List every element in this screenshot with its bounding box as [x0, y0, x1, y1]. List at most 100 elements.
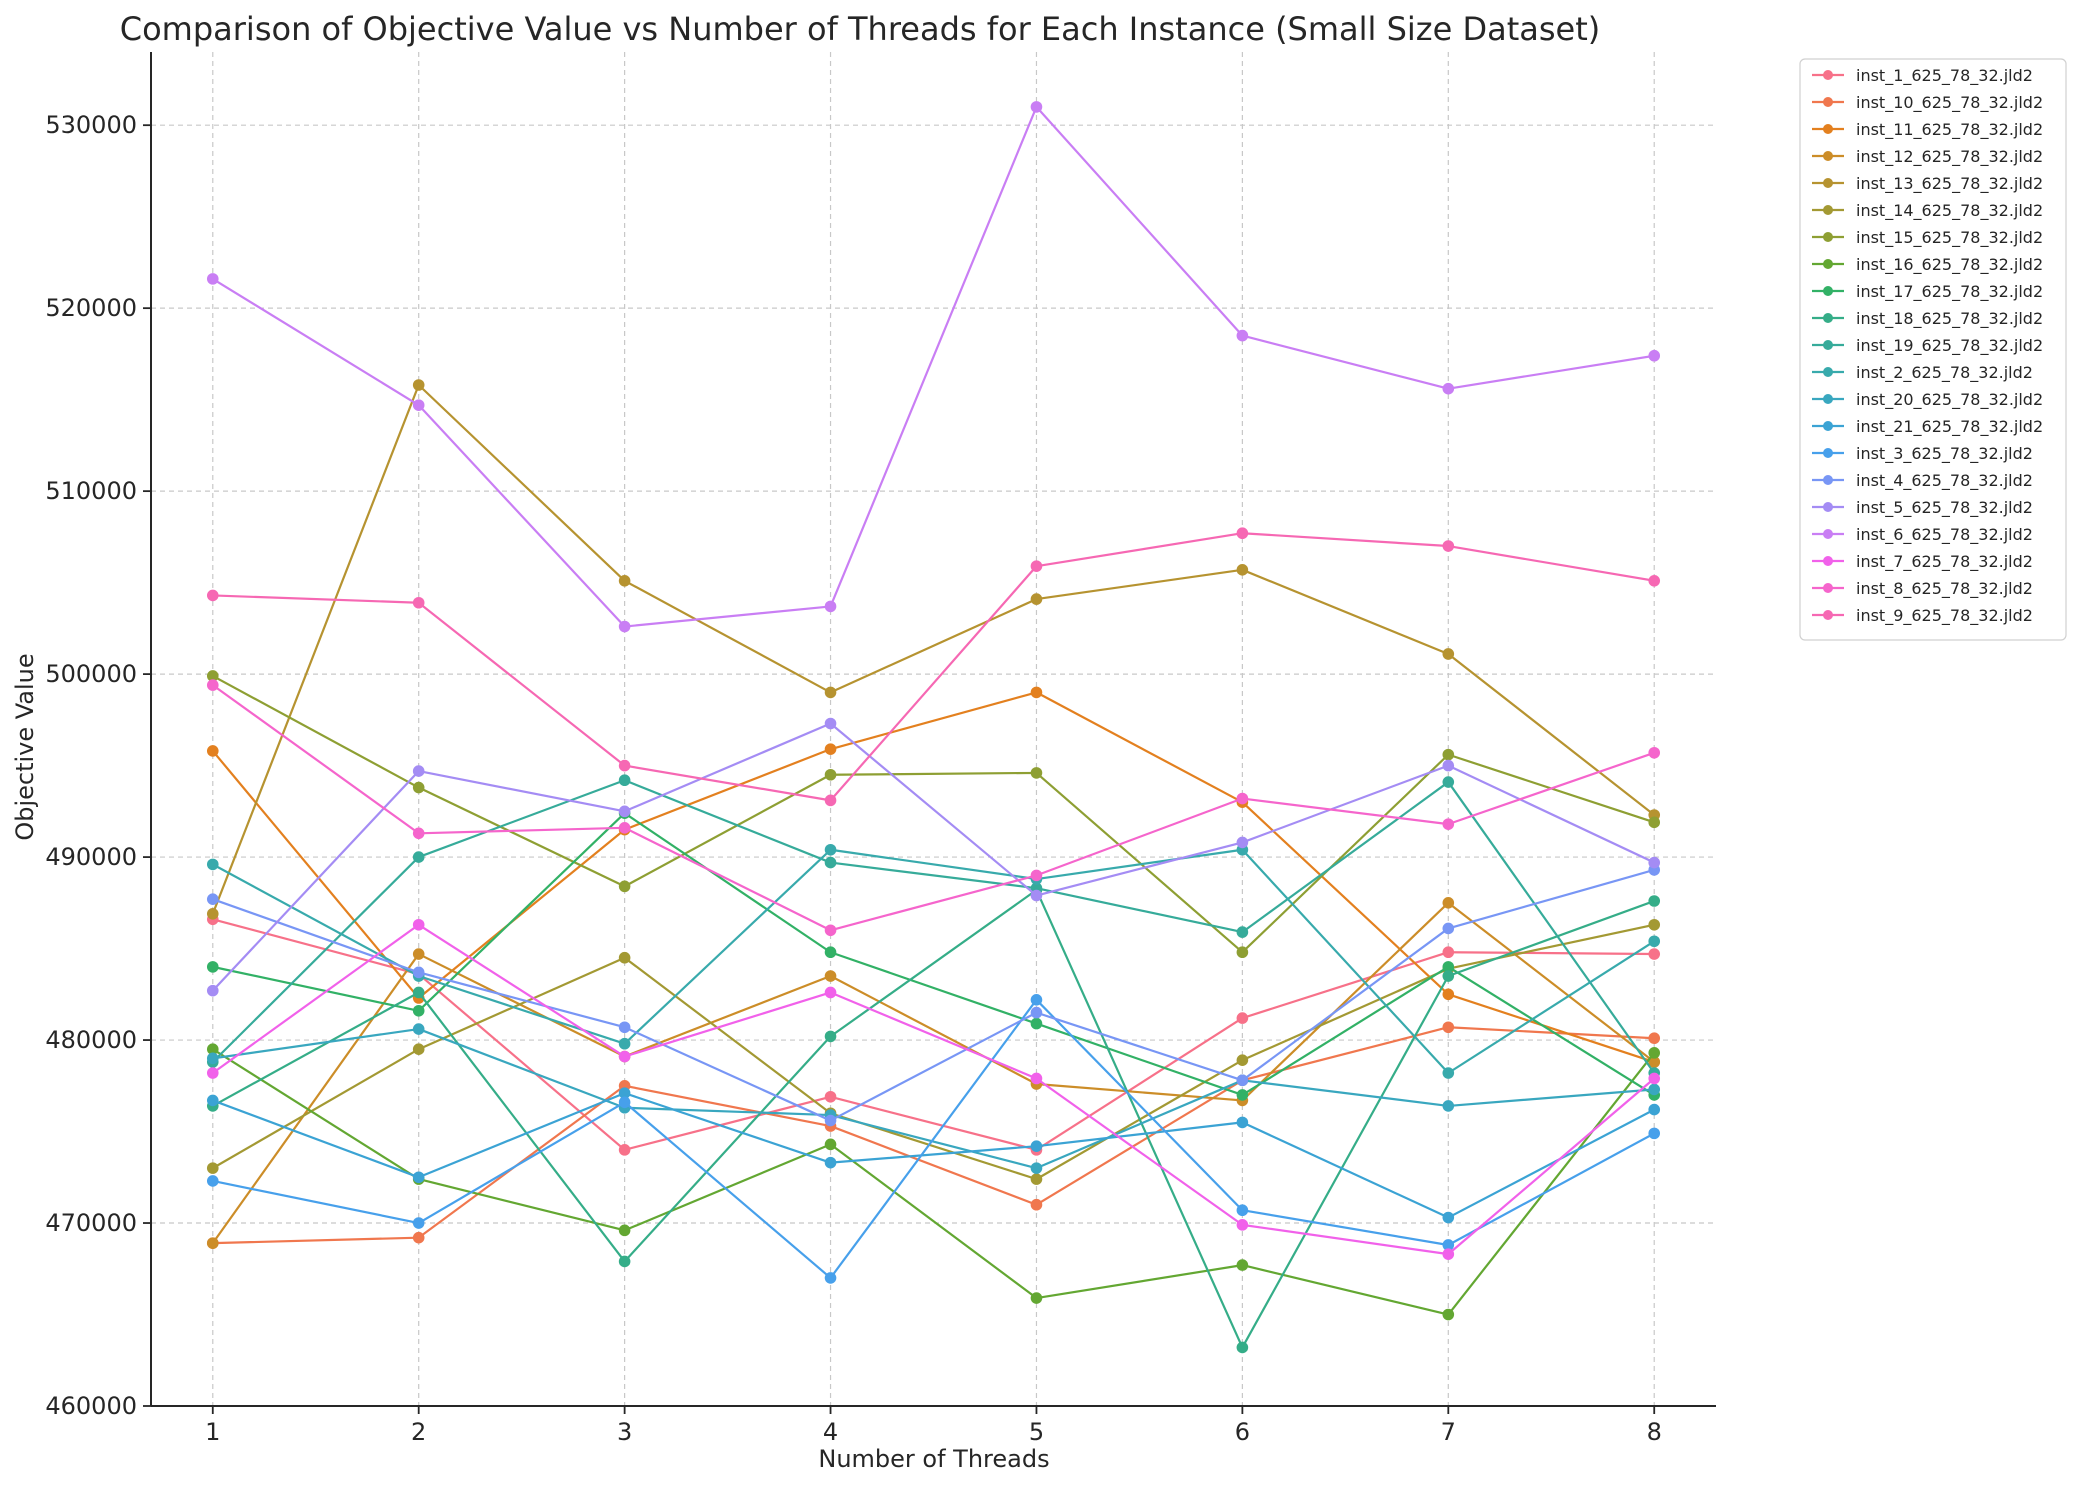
data-point-inst_17_625_78_32.jld2-4 [824, 946, 837, 959]
data-point-inst_16_625_78_32.jld2-3 [618, 1224, 631, 1237]
data-point-inst_19_625_78_32.jld2-3 [618, 774, 631, 787]
data-point-inst_14_625_78_32.jld2-1 [206, 1162, 219, 1174]
legend-label-inst_3_625_78_32.jld2: inst_3_625_78_32.jld2 [1856, 444, 2033, 464]
data-point-inst_9_625_78_32.jld2-2 [412, 596, 425, 609]
legend-marker-inst_5_625_78_32.jld2 [1823, 502, 1833, 512]
data-point-inst_11_625_78_32.jld2-5 [1030, 686, 1043, 699]
data-point-inst_6_625_78_32.jld2-3 [618, 620, 631, 633]
legend-label-inst_6_625_78_32.jld2: inst_6_625_78_32.jld2 [1856, 525, 2033, 545]
data-point-inst_21_625_78_32.jld2-1 [206, 1094, 219, 1107]
data-point-inst_8_625_78_32.jld2-4 [824, 924, 837, 937]
series-line-inst_12_625_78_32.jld2 [211, 901, 1656, 1245]
legend-label-inst_15_625_78_32.jld2: inst_15_625_78_32.jld2 [1856, 228, 2043, 248]
data-point-inst_16_625_78_32.jld2-8 [1648, 1047, 1661, 1059]
legend-marker-inst_9_625_78_32.jld2 [1823, 610, 1833, 620]
x-tick-label-5: 6 [1235, 1418, 1250, 1446]
data-point-inst_4_625_78_32.jld2-6 [1236, 1074, 1249, 1087]
data-point-inst_10_625_78_32.jld2-7 [1442, 1021, 1455, 1034]
data-point-inst_16_625_78_32.jld2-7 [1442, 1308, 1455, 1321]
legend-marker-inst_17_625_78_32.jld2 [1823, 286, 1833, 296]
legend-item-inst_2_625_78_32.jld2: inst_2_625_78_32.jld2 [1812, 363, 2033, 383]
data-point-inst_13_625_78_32.jld2-2 [412, 379, 425, 391]
legend-item-inst_9_625_78_32.jld2: inst_9_625_78_32.jld2 [1812, 606, 2033, 626]
data-point-inst_4_625_78_32.jld2-7 [1442, 922, 1455, 935]
data-point-inst_9_625_78_32.jld2-4 [824, 794, 837, 807]
legend-item-inst_18_625_78_32.jld2: inst_18_625_78_32.jld2 [1812, 309, 2043, 329]
legend-label-inst_16_625_78_32.jld2: inst_16_625_78_32.jld2 [1856, 255, 2043, 275]
data-point-inst_14_625_78_32.jld2-6 [1236, 1054, 1249, 1066]
legend-marker-inst_21_625_78_32.jld2 [1823, 421, 1833, 431]
legend-item-inst_8_625_78_32.jld2: inst_8_625_78_32.jld2 [1812, 579, 2033, 599]
series-line-inst_18_625_78_32.jld2 [211, 888, 1656, 1349]
legend-marker-inst_15_625_78_32.jld2 [1823, 232, 1833, 242]
data-point-inst_8_625_78_32.jld2-8 [1648, 746, 1661, 759]
legend-label-inst_12_625_78_32.jld2: inst_12_625_78_32.jld2 [1856, 147, 2043, 167]
data-point-inst_6_625_78_32.jld2-5 [1030, 101, 1043, 113]
data-series [206, 101, 1661, 1354]
data-point-inst_16_625_78_32.jld2-4 [824, 1138, 837, 1151]
data-point-inst_7_625_78_32.jld2-7 [1442, 1248, 1455, 1260]
series-inst_9_625_78_32.jld2 [206, 527, 1661, 807]
legend-marker-inst_14_625_78_32.jld2 [1823, 205, 1833, 215]
legend-marker-inst_18_625_78_32.jld2 [1823, 313, 1833, 323]
data-point-inst_14_625_78_32.jld2-5 [1030, 1173, 1043, 1185]
data-point-inst_21_625_78_32.jld2-4 [824, 1156, 837, 1169]
data-point-inst_16_625_78_32.jld2-5 [1030, 1292, 1043, 1304]
legend-label-inst_18_625_78_32.jld2: inst_18_625_78_32.jld2 [1856, 309, 2043, 329]
data-point-inst_9_625_78_32.jld2-3 [618, 759, 631, 772]
data-point-inst_4_625_78_32.jld2-5 [1030, 1006, 1043, 1019]
data-point-inst_13_625_78_32.jld2-3 [618, 574, 631, 587]
series-line-inst_4_625_78_32.jld2 [211, 868, 1656, 1122]
data-point-inst_13_625_78_32.jld2-5 [1030, 593, 1043, 605]
legend-item-inst_21_625_78_32.jld2: inst_21_625_78_32.jld2 [1812, 417, 2043, 437]
data-point-inst_4_625_78_32.jld2-4 [824, 1114, 837, 1127]
data-point-inst_14_625_78_32.jld2-2 [412, 1043, 425, 1056]
data-point-inst_17_625_78_32.jld2-1 [206, 961, 219, 973]
data-point-inst_8_625_78_32.jld2-6 [1236, 792, 1249, 805]
data-point-inst_1_625_78_32.jld2-8 [1648, 948, 1661, 960]
legend-label-inst_7_625_78_32.jld2: inst_7_625_78_32.jld2 [1856, 552, 2033, 572]
data-point-inst_5_625_78_32.jld2-2 [412, 765, 425, 777]
data-point-inst_17_625_78_32.jld2-2 [412, 1004, 425, 1017]
series-inst_15_625_78_32.jld2 [206, 670, 1661, 959]
series-inst_12_625_78_32.jld2 [206, 897, 1661, 1249]
series-line-inst_21_625_78_32.jld2 [211, 1092, 1656, 1219]
data-point-inst_16_625_78_32.jld2-6 [1236, 1259, 1249, 1271]
data-point-inst_21_625_78_32.jld2-8 [1648, 1103, 1661, 1116]
data-point-inst_1_625_78_32.jld2-7 [1442, 946, 1455, 959]
data-point-inst_17_625_78_32.jld2-7 [1442, 961, 1455, 973]
data-point-inst_7_625_78_32.jld2-4 [824, 986, 837, 999]
legend-marker-inst_1_625_78_32.jld2 [1823, 70, 1833, 80]
data-point-inst_18_625_78_32.jld2-4 [824, 1030, 837, 1043]
y-tick-label-3: 490000 [45, 843, 137, 871]
y-tick-label-6: 520000 [45, 294, 137, 322]
data-point-inst_5_625_78_32.jld2-6 [1236, 836, 1249, 849]
data-point-inst_13_625_78_32.jld2-4 [824, 686, 837, 699]
data-point-inst_17_625_78_32.jld2-5 [1030, 1017, 1043, 1030]
data-point-inst_3_625_78_32.jld2-1 [206, 1175, 219, 1187]
data-point-inst_8_625_78_32.jld2-7 [1442, 818, 1455, 830]
data-point-inst_15_625_78_32.jld2-7 [1442, 748, 1455, 761]
data-point-inst_18_625_78_32.jld2-6 [1236, 1341, 1249, 1354]
legend-label-inst_14_625_78_32.jld2: inst_14_625_78_32.jld2 [1856, 201, 2043, 221]
data-point-inst_13_625_78_32.jld2-6 [1236, 564, 1249, 576]
series-line-inst_17_625_78_32.jld2 [211, 812, 1656, 1097]
data-point-inst_12_625_78_32.jld2-8 [1648, 1056, 1661, 1068]
legend-marker-inst_8_625_78_32.jld2 [1823, 583, 1833, 593]
data-point-inst_3_625_78_32.jld2-7 [1442, 1239, 1455, 1251]
data-point-inst_19_625_78_32.jld2-6 [1236, 926, 1249, 938]
x-tick-label-3: 4 [823, 1418, 838, 1446]
legend-item-inst_12_625_78_32.jld2: inst_12_625_78_32.jld2 [1812, 147, 2043, 167]
series-inst_7_625_78_32.jld2 [206, 918, 1661, 1260]
x-tick-label-6: 7 [1441, 1418, 1456, 1446]
chart-title: Comparison of Objective Value vs Number … [120, 10, 1601, 48]
series-inst_4_625_78_32.jld2 [206, 864, 1661, 1127]
legend-item-inst_13_625_78_32.jld2: inst_13_625_78_32.jld2 [1812, 174, 2043, 194]
data-point-inst_5_625_78_32.jld2-3 [618, 805, 631, 818]
data-point-inst_3_625_78_32.jld2-2 [412, 1217, 425, 1229]
data-point-inst_9_625_78_32.jld2-5 [1030, 560, 1043, 572]
data-point-inst_4_625_78_32.jld2-1 [206, 893, 219, 905]
data-point-inst_9_625_78_32.jld2-6 [1236, 527, 1249, 540]
